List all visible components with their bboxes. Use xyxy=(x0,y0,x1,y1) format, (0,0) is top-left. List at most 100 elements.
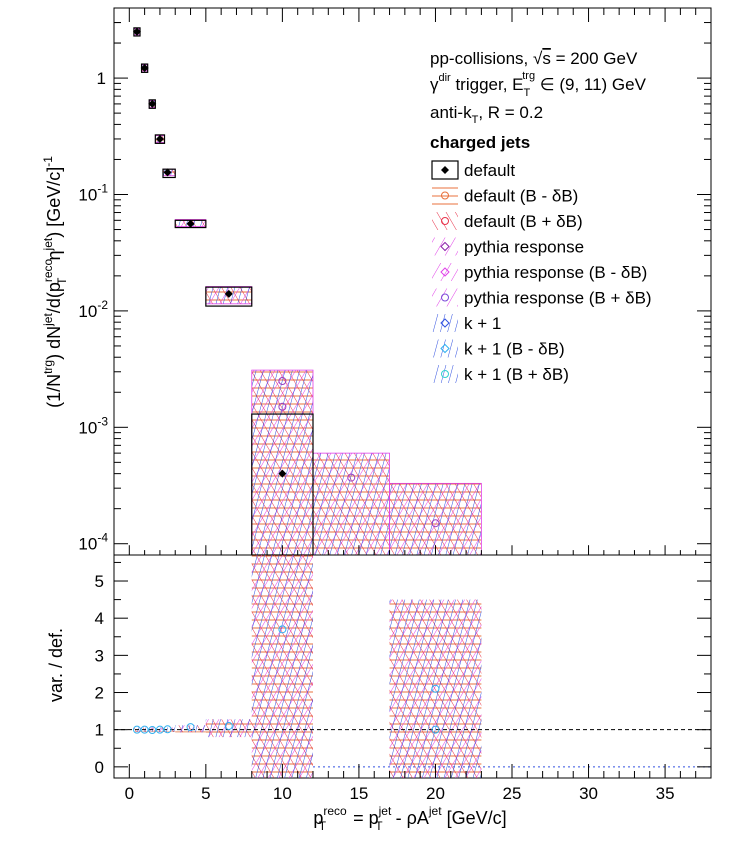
ratio-point xyxy=(224,721,233,730)
variation-point xyxy=(347,473,356,482)
legend: default default (B - δB) default (B + δB) p… xyxy=(431,160,652,384)
bottom-y-axis-ticks: 0 1 2 3 4 5 xyxy=(95,561,711,777)
legend-label: pythia response xyxy=(464,238,584,257)
ratio-point xyxy=(148,726,157,735)
y-tick-label: 3 xyxy=(95,646,104,665)
default-point xyxy=(278,469,287,478)
top-y-axis-title: (1/Ntrg) dNjet/d(precoT ηjet) [GeV/c]-1 xyxy=(41,156,69,408)
y-tick-label: 10-3 xyxy=(78,414,108,437)
ratio-band xyxy=(251,555,313,778)
x-tick-label: 20 xyxy=(426,784,445,803)
bottom-ratio-points xyxy=(132,625,440,735)
ratio-point xyxy=(186,723,195,732)
legend-label: default (B + δB) xyxy=(464,212,583,231)
default-syst-box xyxy=(251,413,314,555)
y-tick-label: 10-2 xyxy=(78,298,108,321)
variation-band xyxy=(251,370,313,555)
top-default-points xyxy=(132,27,287,478)
top-variation-bands xyxy=(133,28,482,555)
default-point xyxy=(148,99,157,108)
y-tick-label: 10-4 xyxy=(78,531,108,554)
annotation-collision-system: pp-collisions, √s = 200 GeV xyxy=(430,49,638,68)
x-tick-label: 25 xyxy=(503,784,522,803)
variation-band xyxy=(313,453,390,555)
bottom-y-axis-title: var. / def. xyxy=(46,628,66,702)
legend-marker xyxy=(441,166,449,174)
y-tick-label: 0 xyxy=(95,758,104,777)
variation-band-outline xyxy=(389,482,482,555)
ratio-point xyxy=(431,684,440,693)
default-syst-box xyxy=(162,168,176,179)
legend-marker xyxy=(441,370,449,378)
ratio-band xyxy=(133,727,176,732)
legend-entry: k + 1 (B - δB) xyxy=(432,339,565,359)
legend-marker xyxy=(441,191,449,200)
legend-swatch xyxy=(432,288,458,307)
legend-box xyxy=(431,160,459,180)
x-tick-label: 0 xyxy=(125,784,134,803)
x-tick-label: 35 xyxy=(656,784,675,803)
x-axis-title: preco T = pjet T - ρAjet [GeV/c] xyxy=(313,804,506,833)
legend-swatch xyxy=(432,237,458,256)
top-y-axis-labels: 1 10-1 10-2 10-3 10-4 xyxy=(78,69,108,554)
legend-marker xyxy=(441,217,449,225)
top-panel: 1 10-1 10-2 10-3 10-4 (1/Ntrg) dNjet/d(preco… xyxy=(41,7,712,556)
legend-entry: pythia response (B + δB) xyxy=(432,288,652,308)
legend-marker xyxy=(441,293,449,302)
legend-swatch xyxy=(432,186,458,205)
y-tick-label: 1 xyxy=(97,69,106,88)
y-tick-label: 10-1 xyxy=(78,181,108,204)
legend-label: default xyxy=(464,161,515,180)
legend-label: pythia response (B - δB) xyxy=(464,263,647,282)
default-point xyxy=(186,219,195,228)
legend-swatch xyxy=(432,314,458,332)
legend-swatch xyxy=(432,339,458,358)
default-point xyxy=(155,134,164,143)
annotation-trigger: γdir trigger, ETtrg ∈ (9, 11) GeV xyxy=(430,70,647,99)
legend-marker xyxy=(440,318,450,328)
default-point xyxy=(132,27,141,36)
ratio-band xyxy=(205,719,252,738)
legend-marker xyxy=(440,267,450,277)
variation-point xyxy=(278,376,287,385)
legend-swatch xyxy=(432,212,458,230)
chart-annotations: pp-collisions, √s = 200 GeV γdir trigger… xyxy=(430,49,647,152)
legend-entry: pythia response xyxy=(432,237,584,257)
bottom-panel: 0 1 2 3 4 5 0 5 10 15 20 25 30 35 var. / def. preco T… xyxy=(46,8,712,833)
ratio-point xyxy=(132,725,141,734)
legend-marker xyxy=(440,241,450,252)
x-tick-label: 5 xyxy=(201,784,210,803)
annotation-jet-algorithm: anti-kT, R = 0.2 xyxy=(430,103,543,126)
bottom-ratio-bands xyxy=(133,555,482,778)
annotation-jet-type: charged jets xyxy=(430,133,530,152)
legend-marker xyxy=(440,343,450,354)
legend-label: k + 1 (B + δB) xyxy=(464,365,569,384)
legend-label: k + 1 xyxy=(464,314,501,333)
ratio-point xyxy=(431,725,440,734)
y-tick-label: 1 xyxy=(95,721,104,740)
ratio-point xyxy=(163,725,172,734)
default-point xyxy=(140,64,149,73)
legend-label: default (B - δB) xyxy=(464,187,578,206)
legend-swatch xyxy=(432,365,458,383)
y-tick-label: 5 xyxy=(95,572,104,591)
default-point xyxy=(224,289,233,298)
default-syst-box xyxy=(205,286,253,307)
x-axis-ticks: 0 5 10 15 20 25 30 35 xyxy=(125,8,697,803)
legend-entry: k + 1 (B + δB) xyxy=(432,365,569,384)
default-syst-box xyxy=(154,134,166,144)
ratio-band xyxy=(175,725,206,733)
ratio-point xyxy=(140,725,149,734)
x-tick-label: 15 xyxy=(349,784,368,803)
legend-entry: default (B + δB) xyxy=(432,212,583,231)
variation-point xyxy=(431,519,440,528)
y-tick-label: 4 xyxy=(95,609,104,628)
sqrt-icon: √ xyxy=(533,49,543,68)
legend-swatch xyxy=(432,263,458,281)
legend-entry: default xyxy=(431,160,515,180)
ratio-point xyxy=(155,725,164,734)
y-tick-label: 2 xyxy=(95,684,104,703)
x-tick-label: 30 xyxy=(579,784,598,803)
variation-point xyxy=(278,402,287,411)
